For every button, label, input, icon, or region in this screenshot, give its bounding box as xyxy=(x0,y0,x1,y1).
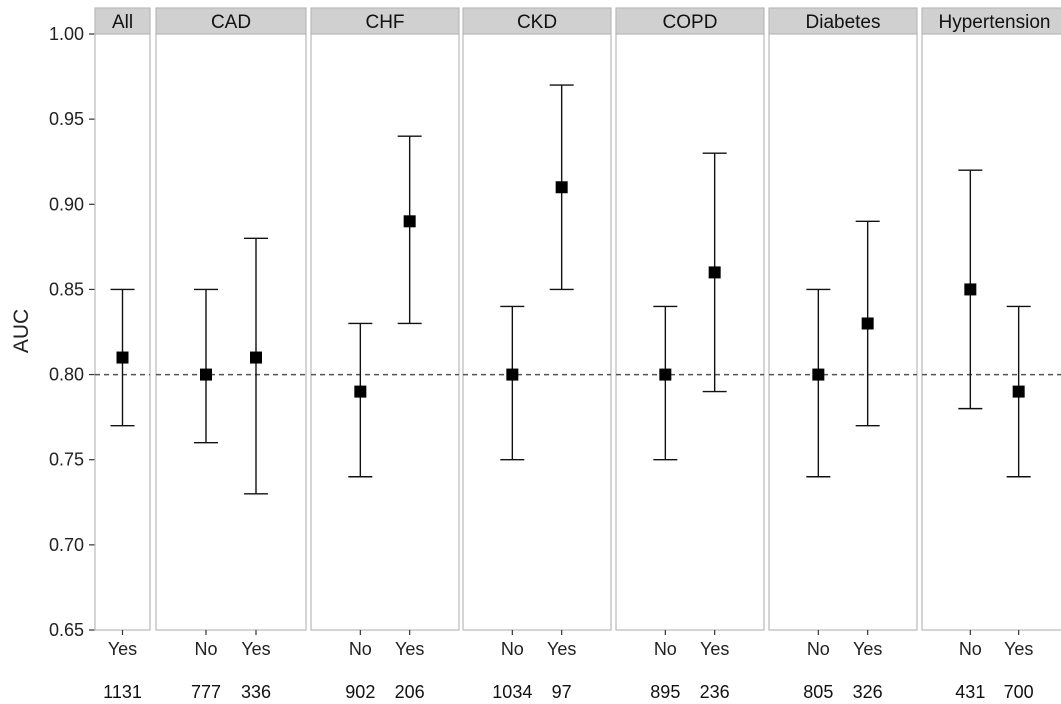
strip-cad xyxy=(155,7,307,35)
panel-cad: CAD No 777 Yes 336 xyxy=(155,7,307,702)
sample-count: 326 xyxy=(853,682,883,702)
sample-count: 206 xyxy=(395,682,425,702)
y-tick-label-5: 0.90 xyxy=(49,194,84,214)
panel-all: All Yes 1131 xyxy=(94,7,151,702)
facet-panels: All Yes 1131 CAD No 777 Yes 336 CHF No 902 Yes 206 CK… xyxy=(94,7,1061,702)
y-tick-label-3: 0.80 xyxy=(49,365,84,385)
auc-point-hypertension-no xyxy=(964,283,977,296)
strip-label: CKD xyxy=(517,12,557,33)
auc-point-copd-no xyxy=(659,368,672,381)
sample-count: 336 xyxy=(241,682,271,702)
group-label: No xyxy=(501,639,524,659)
strip-ckd xyxy=(462,7,612,35)
group-label: Yes xyxy=(547,639,576,659)
sample-count: 902 xyxy=(345,682,375,702)
y-tick-label-2: 0.75 xyxy=(49,450,84,470)
strip-label: Hypertension xyxy=(939,12,1051,33)
panel-background xyxy=(921,33,1061,631)
strip-label: COPD xyxy=(663,12,718,33)
group-label: No xyxy=(194,639,217,659)
error-bar-diabetes-no xyxy=(806,288,831,478)
panel-copd: COPD No 895 Yes 236 xyxy=(615,7,765,702)
sample-count: 1131 xyxy=(103,682,142,702)
y-tick-label-6: 0.95 xyxy=(49,109,84,129)
strip-copd xyxy=(615,7,765,35)
panel-background xyxy=(615,33,765,631)
auc-point-diabetes-yes xyxy=(861,317,874,330)
group-label: Yes xyxy=(108,639,137,659)
y-tick-label-7: 1.00 xyxy=(49,24,84,44)
auc-point-cad-no xyxy=(200,368,212,381)
strip-label: Diabetes xyxy=(806,12,881,33)
auc-point-diabetes-no xyxy=(812,368,825,381)
auc-point-cad-yes xyxy=(250,351,262,364)
group-label: Yes xyxy=(1004,639,1033,659)
sample-count: 700 xyxy=(1004,682,1034,702)
panel-chf: CHF No 902 Yes 206 xyxy=(310,7,460,702)
sample-count: 777 xyxy=(191,682,221,702)
group-label: Yes xyxy=(853,639,882,659)
auc-point-ckd-yes xyxy=(555,181,568,194)
y-axis: 0.65 0.70 0.75 0.80 0.85 0.90 0.95 1.00 xyxy=(49,24,95,640)
group-label: Yes xyxy=(241,639,270,659)
error-bar-copd-no xyxy=(653,305,678,461)
panel-background xyxy=(462,33,612,631)
panel-ckd: CKD No 1034 Yes 97 xyxy=(462,7,612,702)
strip-label: CAD xyxy=(211,12,251,33)
y-tick-label-1: 0.70 xyxy=(49,535,84,555)
auc-point-chf-no xyxy=(354,385,367,398)
auc-point-all-yes xyxy=(116,351,129,364)
auc-point-hypertension-yes xyxy=(1012,385,1025,398)
error-bar-ckd-no xyxy=(500,305,525,461)
panel-background xyxy=(155,33,307,631)
panel-hypertension: Hypertension No 431 Yes 700 xyxy=(921,7,1061,702)
panel-background xyxy=(310,33,460,631)
error-bar-chf-yes xyxy=(397,135,422,325)
group-label: No xyxy=(807,639,830,659)
strip-chf xyxy=(310,7,460,35)
strip-label: CHF xyxy=(365,12,404,33)
auc-point-chf-yes xyxy=(403,215,416,228)
auc-point-copd-yes xyxy=(708,266,721,279)
sample-count: 805 xyxy=(803,682,833,702)
group-label: Yes xyxy=(700,639,729,659)
sample-count: 236 xyxy=(700,682,730,702)
error-bar-cad-no xyxy=(194,288,218,444)
sample-count: 97 xyxy=(552,682,572,702)
y-tick-label-0: 0.65 xyxy=(49,620,84,640)
sample-count: 1034 xyxy=(492,682,532,702)
error-bar-chf-no xyxy=(348,322,373,478)
group-label: No xyxy=(959,639,982,659)
panel-background xyxy=(768,33,918,631)
strip-label: All xyxy=(112,12,133,33)
y-tick-label-4: 0.85 xyxy=(49,279,84,299)
group-label: Yes xyxy=(395,639,424,659)
strip-diabetes xyxy=(768,7,918,35)
auc-point-ckd-no xyxy=(506,368,519,381)
sample-count: 431 xyxy=(955,682,985,702)
group-label: No xyxy=(349,639,372,659)
strip-all xyxy=(94,7,151,35)
error-bar-cad-yes xyxy=(244,237,268,495)
group-label: No xyxy=(654,639,677,659)
sample-count: 895 xyxy=(650,682,680,702)
panel-diabetes: Diabetes No 805 Yes 326 xyxy=(768,7,918,702)
y-axis-title: AUC xyxy=(10,309,33,353)
